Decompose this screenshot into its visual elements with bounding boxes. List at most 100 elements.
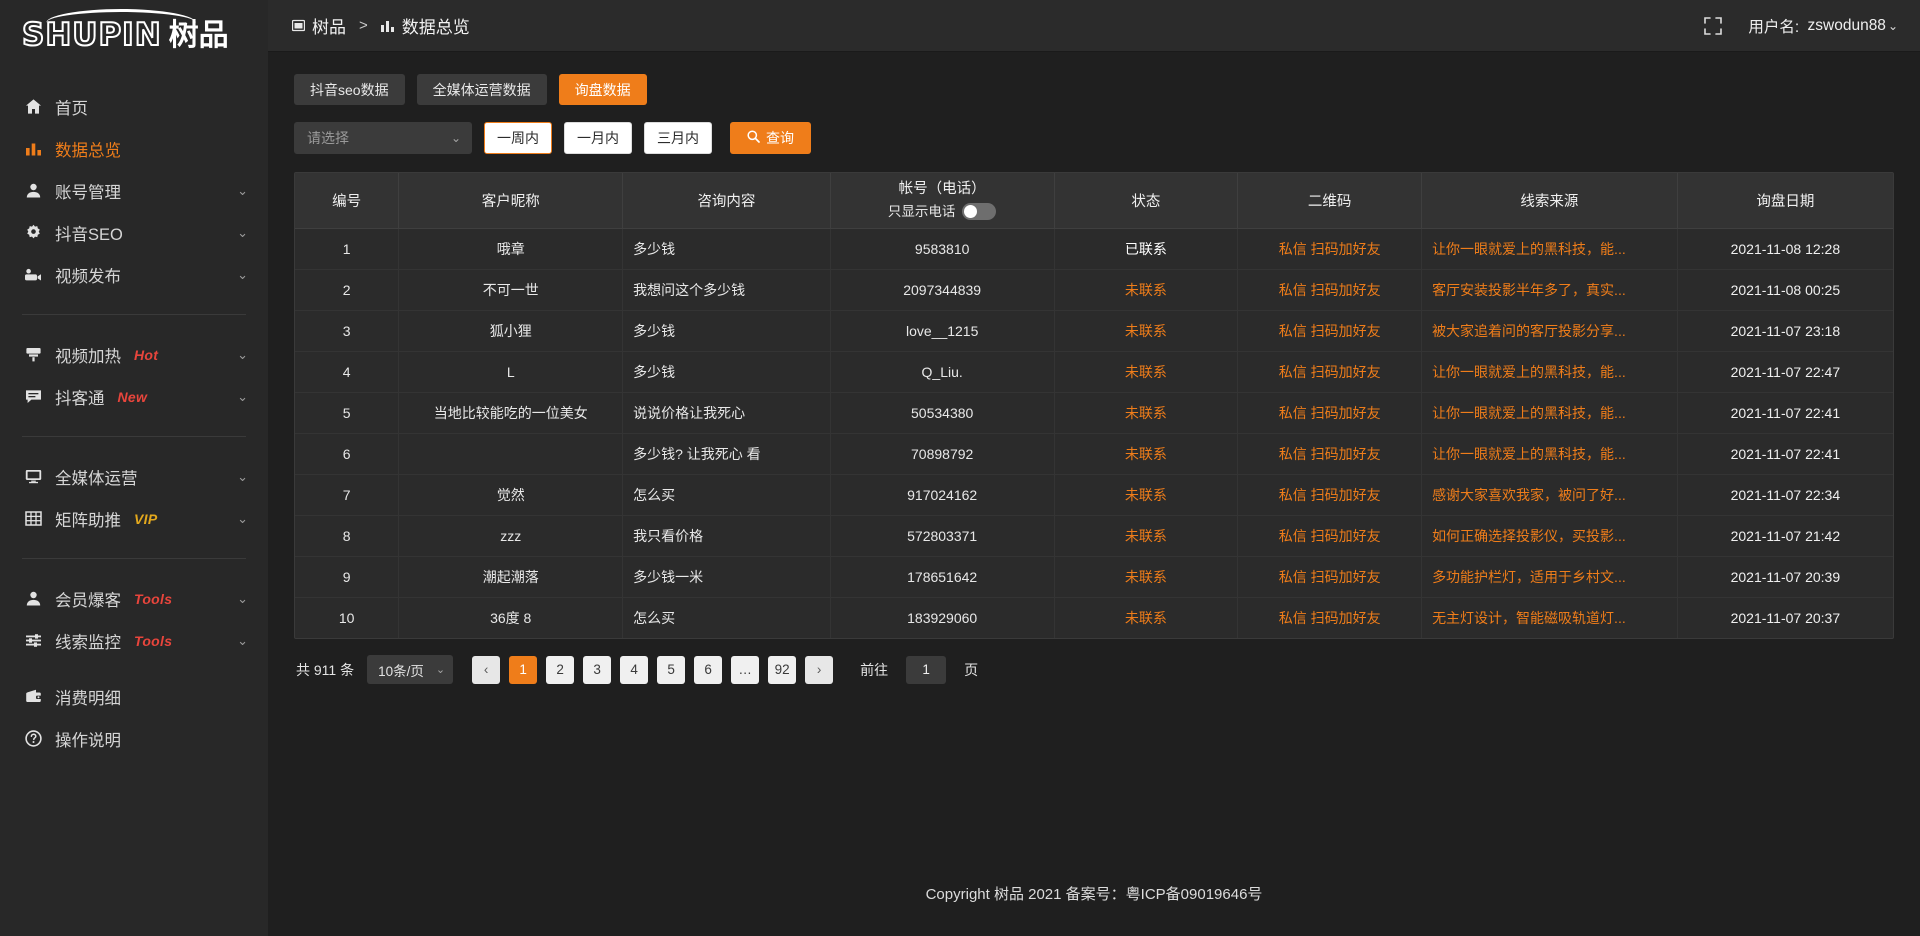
cell-phone: 183929060 — [830, 597, 1055, 639]
pagination-page-…[interactable]: … — [731, 655, 760, 684]
sidebar-item-video-pub[interactable]: 视频发布 ⌄ — [0, 254, 268, 295]
sidebar-item-douyin-seo[interactable]: 抖音SEO ⌄ — [0, 212, 268, 253]
lead-source-link[interactable]: 如何正确选择投影仪，买投影... — [1421, 515, 1678, 557]
sidebar-item-expense[interactable]: 消费明细 — [0, 676, 268, 717]
sidebar-item-media-ops[interactable]: 全媒体运营 ⌄ — [0, 456, 268, 497]
table-body: 1 哦章 多少钱 9583810 已联系 私信 扫码加好友 让你一眼就爱上的黑科技，能...… — [295, 228, 1893, 639]
lead-source-link[interactable]: 让你一眼就爱上的黑科技，能... — [1421, 228, 1678, 270]
breadcrumb-label-root: 树品 — [312, 18, 346, 37]
qr-code-link[interactable]: 私信 扫码加好友 — [1237, 392, 1423, 434]
cell-content: 我想问这个多少钱 — [622, 269, 831, 311]
filter-bar: 请选择 ⌄ 一周内 一月内 三月内 查询 — [294, 122, 1894, 154]
qr-code-link[interactable]: 私信 扫码加好友 — [1237, 474, 1423, 516]
status-badge: 未联系 — [1054, 556, 1239, 598]
lead-source-link[interactable]: 让你一眼就爱上的黑科技，能... — [1421, 351, 1678, 393]
col-header-nick[interactable]: 客户昵称 — [398, 173, 624, 229]
cell-id: 3 — [295, 310, 400, 352]
cell-phone: love__1215 — [830, 310, 1055, 352]
sidebar-item-data[interactable]: 数据总览 — [0, 128, 268, 169]
sidebar-item-home[interactable]: 首页 — [0, 86, 268, 127]
qr-code-link[interactable]: 私信 扫码加好友 — [1237, 310, 1423, 352]
col-header-content[interactable]: 咨询内容 — [622, 173, 831, 229]
account-select[interactable]: 请选择 ⌄ — [294, 122, 472, 154]
fullscreen-icon[interactable] — [1704, 16, 1723, 35]
cell-id: 6 — [295, 433, 400, 475]
pagination-next[interactable]: › — [805, 655, 834, 684]
cell-nick: 狐小狸 — [398, 310, 624, 352]
table-row: 7 觉然 怎么买 917024162 未联系 私信 扫码加好友 感谢大家喜欢我家，被问了好.… — [295, 474, 1893, 516]
breadcrumb-item-current[interactable]: 数据总览 — [380, 13, 470, 38]
sidebar-item-lead-monitor[interactable]: 线索监控 Tools ⌄ — [0, 620, 268, 661]
grid-icon — [22, 510, 44, 527]
cell-nick: 不可一世 — [398, 269, 624, 311]
qr-code-link[interactable]: 私信 扫码加好友 — [1237, 351, 1423, 393]
status-badge: 已联系 — [1054, 228, 1239, 270]
table-row: 1 哦章 多少钱 9583810 已联系 私信 扫码加好友 让你一眼就爱上的黑科技，能...… — [295, 228, 1893, 270]
qr-code-link[interactable]: 私信 扫码加好友 — [1237, 556, 1423, 598]
sidebar-nav: 首页 数据总览 账号管理 ⌄ 抖音SEO ⌄ 视频发布 ⌄ 视频加热 Hot ⌄ 抖客通 New ⌄ 全媒体… — [0, 70, 268, 936]
account-select-value: 请选择 — [307, 130, 349, 146]
window-icon — [292, 19, 305, 32]
chevron-down-icon: ⌄ — [1887, 18, 1898, 33]
cell-phone: 572803371 — [830, 515, 1055, 557]
col-header-qr[interactable]: 二维码 — [1237, 173, 1423, 229]
col-header-status[interactable]: 状态 — [1054, 173, 1239, 229]
table-header-row: 编号 客户昵称 咨询内容 帐号（电话） 只显示电话 — [295, 173, 1893, 229]
qr-code-link[interactable]: 私信 扫码加好友 — [1237, 433, 1423, 475]
phone-only-toggle[interactable] — [962, 203, 997, 221]
col-header-phone[interactable]: 帐号（电话） 只显示电话 — [830, 173, 1055, 229]
lead-source-link[interactable]: 让你一眼就爱上的黑科技，能... — [1421, 392, 1678, 434]
lead-source-link[interactable]: 无主灯设计，智能磁吸轨道灯... — [1421, 597, 1678, 639]
sidebar-item-video-hot[interactable]: 视频加热 Hot ⌄ — [0, 334, 268, 375]
user-icon — [22, 590, 44, 607]
col-header-source[interactable]: 线索来源 — [1421, 173, 1678, 229]
sidebar-item-label: 操作说明 — [55, 731, 121, 750]
lead-source-link[interactable]: 多功能护栏灯，适用于乡村文... — [1421, 556, 1678, 598]
pagination-page-2[interactable]: 2 — [546, 655, 575, 684]
sidebar-item-matrix[interactable]: 矩阵助推 VIP ⌄ — [0, 498, 268, 539]
topbar-right: 用户名: zswodun88 ⌄ — [1704, 15, 1898, 37]
qr-code-link[interactable]: 私信 扫码加好友 — [1237, 228, 1423, 270]
lead-source-link[interactable]: 让你一眼就爱上的黑科技，能... — [1421, 433, 1678, 475]
qr-code-link[interactable]: 私信 扫码加好友 — [1237, 269, 1423, 311]
user-menu[interactable]: 用户名: zswodun88 ⌄ — [1748, 15, 1898, 37]
tab-douyin-seo-data[interactable]: 抖音seo数据 — [294, 74, 405, 105]
sidebar-item-account[interactable]: 账号管理 ⌄ — [0, 170, 268, 211]
qr-code-link[interactable]: 私信 扫码加好友 — [1237, 597, 1423, 639]
pagination-page-4[interactable]: 4 — [620, 655, 649, 684]
col-header-date[interactable]: 询盘日期 — [1677, 173, 1893, 229]
content-area: 抖音seo数据 全媒体运营数据 询盘数据 请选择 ⌄ 一周内 一月内 三月内 查询 — [268, 52, 1920, 850]
sidebar-item-member[interactable]: 会员爆客 Tools ⌄ — [0, 578, 268, 619]
tab-media-ops-data[interactable]: 全媒体运营数据 — [416, 74, 547, 105]
sidebar-item-douketong[interactable]: 抖客通 New ⌄ — [0, 376, 268, 417]
table-row: 4 L 多少钱 Q_Liu. 未联系 私信 扫码加好友 让你一眼就爱上的黑科技，能... 20… — [295, 351, 1893, 393]
range-button-three[interactable]: 三月内 — [644, 122, 712, 154]
cell-date: 2021-11-07 22:41 — [1677, 433, 1893, 475]
sidebar-item-manual[interactable]: 操作说明 — [0, 718, 268, 759]
pagination-page-92[interactable]: 92 — [768, 655, 797, 684]
pagination-page-6[interactable]: 6 — [694, 655, 723, 684]
brand-logo[interactable]: SHUPIN 树品 — [0, 0, 268, 70]
lead-source-link[interactable]: 客厅安装投影半年多了，真实... — [1421, 269, 1678, 311]
lead-source-link[interactable]: 感谢大家喜欢我家，被问了好... — [1421, 474, 1678, 516]
pagination-page-3[interactable]: 3 — [583, 655, 612, 684]
qr-code-link[interactable]: 私信 扫码加好友 — [1237, 515, 1423, 557]
range-button-month[interactable]: 一月内 — [564, 122, 632, 154]
main-area: 树品 > 数据总览 用户名: zswodun88 ⌄ — [268, 0, 1920, 936]
cell-id: 9 — [295, 556, 400, 598]
breadcrumb-item-root[interactable]: 树品 — [292, 13, 346, 38]
search-button[interactable]: 查询 — [730, 122, 811, 154]
range-button-week[interactable]: 一周内 — [484, 122, 552, 154]
tab-inquiry-data[interactable]: 询盘数据 — [558, 74, 647, 105]
pagination-page-1[interactable]: 1 — [509, 655, 538, 684]
col-header-id[interactable]: 编号 — [295, 173, 400, 229]
sidebar-item-badge: Tools — [134, 590, 173, 607]
pagination-page-5[interactable]: 5 — [657, 655, 686, 684]
pagination-prev[interactable]: ‹ — [472, 655, 501, 684]
lead-source-link[interactable]: 被大家追着问的客厅投影分享... — [1421, 310, 1678, 352]
chevron-down-icon: ⌄ — [237, 267, 248, 282]
page-size-select[interactable]: 10条/页 ⌄ — [367, 655, 454, 685]
goto-page-input[interactable] — [906, 655, 947, 684]
table-row: 9 潮起潮落 多少钱一米 178651642 未联系 私信 扫码加好友 多功能护栏灯，适用于… — [295, 556, 1893, 598]
